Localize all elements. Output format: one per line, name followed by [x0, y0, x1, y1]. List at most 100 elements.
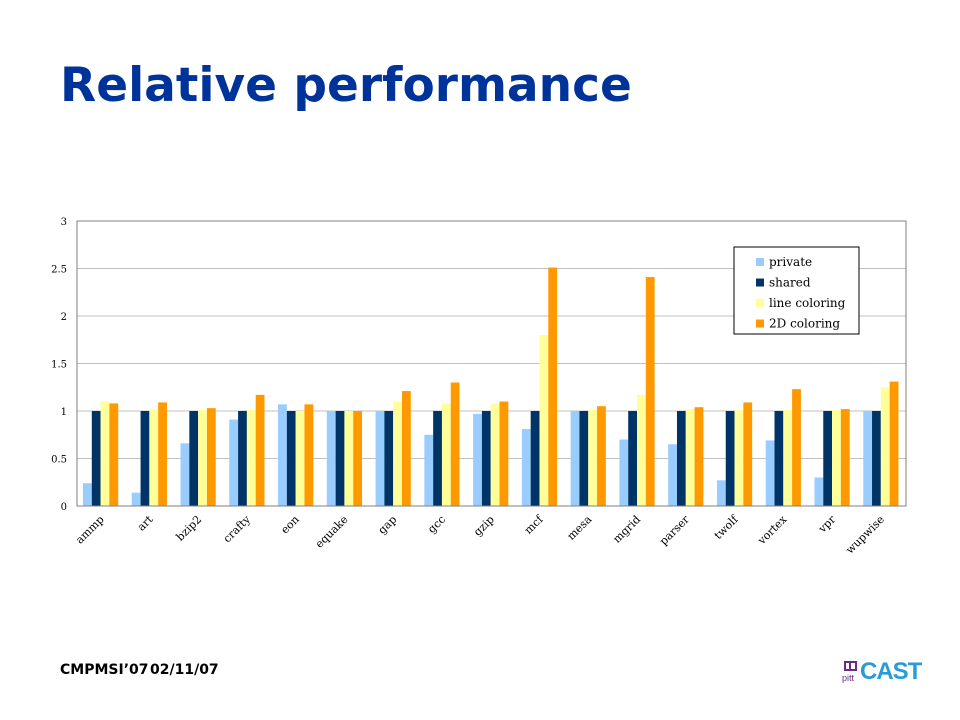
bar-line-coloring [880, 387, 890, 506]
x-tick-label: crafty [221, 512, 254, 545]
logo-mark-icon [844, 661, 857, 671]
bar-private [668, 444, 677, 506]
bar-line-coloring [539, 335, 549, 506]
bar-2d-coloring [694, 407, 704, 506]
bar-line-coloring [100, 401, 110, 506]
legend-label: shared [769, 276, 811, 290]
bar-shared [676, 411, 686, 506]
plot-area-border [76, 220, 907, 507]
bar-line-coloring [344, 411, 354, 506]
bar-line-coloring [490, 403, 500, 506]
bar-2d-coloring [743, 402, 753, 506]
x-tick-label: eon [278, 513, 301, 536]
y-tick-label: 0.5 [51, 455, 67, 466]
bar-private [521, 429, 531, 506]
x-tick-label: gzip [471, 513, 497, 539]
bar-2d-coloring [206, 408, 216, 506]
bar-2d-coloring [353, 411, 363, 506]
bar-private [326, 411, 336, 506]
bar-shared [530, 411, 540, 506]
bar-2d-coloring [158, 402, 167, 506]
bar-shared [872, 411, 881, 506]
x-tick-label: parser [657, 512, 692, 547]
bar-line-coloring [393, 401, 402, 506]
bar-line-coloring [637, 394, 646, 506]
x-tick-label: wupwise [843, 513, 887, 557]
bar-2d-coloring [255, 394, 265, 506]
x-tick-label: art [135, 513, 156, 534]
bar-private [716, 480, 726, 506]
bar-shared [725, 411, 735, 506]
legend: private shared line coloring 2D coloring [733, 246, 860, 335]
bar-private [473, 413, 482, 506]
x-tick-label: mgrid [610, 513, 643, 546]
bar-private [180, 443, 190, 506]
slide-title: Relative performance [60, 58, 632, 113]
bar-shared [628, 411, 638, 506]
bar-private [619, 439, 629, 506]
legend-label: line coloring [769, 296, 846, 310]
bar-shared [238, 411, 247, 506]
bar-shared [481, 411, 491, 506]
y-tick-label: 1.5 [51, 360, 67, 371]
x-tick-label: ammp [73, 513, 107, 547]
bar-private [278, 404, 287, 506]
legend-label: 2D coloring [769, 317, 840, 331]
bar-2d-coloring [792, 389, 801, 506]
bar-2d-coloring [597, 406, 606, 506]
bar-line-coloring [149, 409, 159, 506]
bar-private [375, 411, 385, 506]
x-tick-label: mesa [565, 513, 595, 543]
bar-private [229, 419, 239, 506]
y-axis-tick-labels: 0 0.5 1 1.5 2 2.5 3 [51, 217, 67, 513]
x-tick-label: equake [313, 513, 351, 551]
bar-private [814, 477, 824, 506]
legend-swatch [756, 319, 764, 328]
x-axis-tick-labels: ammp art bzip2 crafty eon equake gap gcc gzip mcf… [73, 512, 887, 556]
bar-private [863, 411, 873, 506]
legend-label: private [769, 255, 812, 269]
y-tick-label: 0 [61, 502, 67, 513]
bar-shared [579, 411, 589, 506]
bar-line-coloring [198, 410, 207, 506]
logo-text: CAST [860, 658, 922, 685]
bar-2d-coloring [840, 409, 850, 506]
legend-swatch [756, 258, 764, 266]
bar-shared [189, 411, 199, 506]
bar-line-coloring [783, 410, 793, 506]
bar-shared [384, 411, 394, 506]
bar-shared [91, 411, 101, 506]
x-tick-label: gap [376, 513, 400, 537]
bar-line-coloring [441, 403, 451, 506]
bar-2d-coloring [304, 404, 314, 506]
footer-date: 02/11/07 [150, 662, 219, 678]
x-tick-label: twolf [712, 512, 742, 542]
y-tick-label: 2.5 [51, 265, 67, 276]
y-tick-label: 1 [61, 407, 67, 418]
legend-swatch [756, 278, 764, 287]
footer-conference: CMPMSI’07 [60, 662, 149, 678]
legend-swatch [756, 299, 764, 307]
x-tick-label: gcc [425, 513, 448, 536]
bar-shared [286, 411, 296, 506]
bar-2d-coloring [401, 391, 411, 506]
bar-shared [774, 411, 784, 506]
x-tick-label: vpr [815, 512, 839, 536]
bar-2d-coloring [548, 267, 558, 506]
bar-line-coloring [685, 409, 695, 506]
bar-shared [335, 411, 345, 506]
bar-2d-coloring [889, 381, 899, 506]
pittcast-logo: pitt CAST [842, 658, 922, 688]
bar-2d-coloring [499, 401, 509, 506]
bar-2d-coloring [450, 382, 460, 506]
x-tick-label: mcf [522, 512, 546, 536]
logo-small-text: pitt [842, 673, 855, 683]
bar-private [131, 492, 141, 506]
bar-shared [140, 411, 150, 506]
bar-shared [823, 411, 833, 506]
legend-box [733, 246, 860, 335]
bar-private [83, 483, 92, 506]
bar-private [570, 411, 580, 506]
x-tick-label: bzip2 [174, 513, 205, 544]
